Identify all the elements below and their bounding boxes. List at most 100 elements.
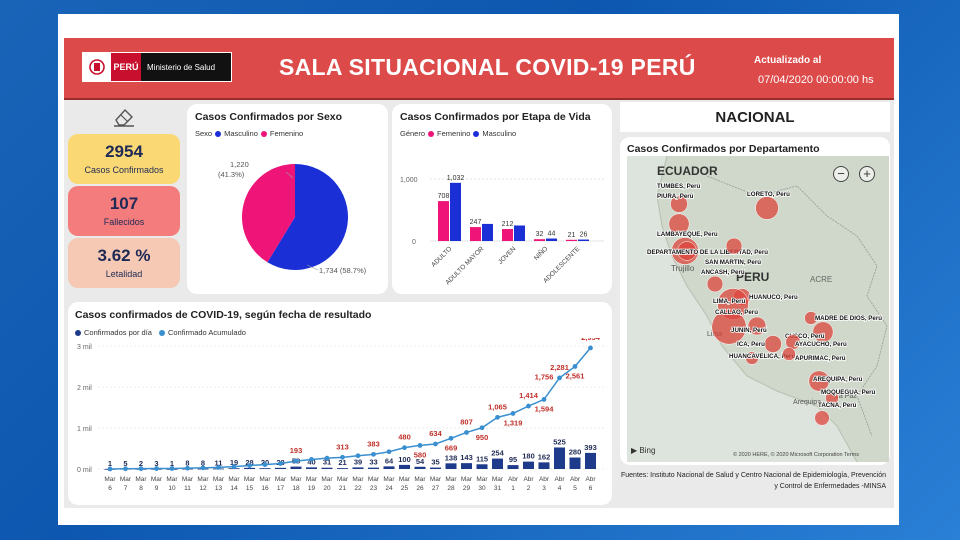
cumulative-point[interactable] (138, 466, 144, 472)
x-tick-month: Mar (492, 476, 504, 483)
daily-bar[interactable] (507, 465, 519, 469)
department-bubble[interactable] (814, 410, 830, 426)
daily-bar[interactable] (306, 467, 317, 469)
cumulative-point[interactable] (386, 449, 392, 455)
cumulative-point[interactable] (479, 425, 485, 431)
daily-bar[interactable] (569, 457, 581, 469)
age-bar-femenino[interactable] (534, 239, 545, 241)
age-bar-masculino[interactable] (514, 225, 525, 242)
daily-bar[interactable] (585, 452, 596, 469)
pie-slice-masculino[interactable] (267, 164, 348, 270)
age-bar-femenino[interactable] (566, 239, 577, 241)
department-bubble[interactable] (677, 241, 697, 261)
cumulative-point[interactable] (402, 445, 407, 451)
cumulative-point[interactable] (154, 466, 159, 471)
kpi-confirmed-cases[interactable]: 2954 Casos Confirmados (68, 134, 180, 184)
sex-legend-femenino[interactable]: Femenino (269, 129, 304, 138)
cumulative-point[interactable] (247, 463, 252, 468)
department-bubble[interactable] (747, 316, 767, 336)
department-bubble[interactable] (812, 321, 834, 343)
cumulative-point[interactable] (309, 457, 314, 462)
cumulative-point[interactable] (278, 461, 283, 466)
cumulative-point[interactable] (324, 455, 330, 461)
age-legend-masculino[interactable]: Masculino (482, 129, 517, 138)
x-tick-day: 17 (277, 485, 285, 492)
age-bar-masculino[interactable] (450, 182, 461, 241)
cumulative-point[interactable] (510, 411, 516, 416)
age-bar-femenino[interactable] (438, 201, 449, 241)
cumulative-point[interactable] (464, 430, 469, 435)
department-bubble[interactable] (804, 311, 818, 325)
zoom-out-button[interactable]: − (833, 166, 849, 182)
department-bubble[interactable] (825, 391, 839, 405)
cumulative-point[interactable] (588, 345, 593, 351)
sex-legend-masculino[interactable]: Masculino (224, 129, 258, 138)
cumulative-point[interactable] (417, 443, 423, 448)
cumulative-point[interactable] (433, 441, 438, 447)
daily-bar[interactable] (492, 458, 503, 469)
daily-bar[interactable] (399, 464, 410, 469)
cumulative-point[interactable] (216, 465, 221, 470)
age-bar-masculino[interactable] (546, 238, 557, 241)
cumulative-point[interactable] (572, 364, 578, 369)
cumulative-point[interactable] (262, 462, 268, 468)
daily-bar[interactable] (337, 468, 348, 469)
cumulative-point[interactable] (340, 454, 345, 460)
cumulative-point[interactable] (448, 435, 454, 441)
age-bar-femenino[interactable] (470, 227, 481, 241)
daily-bar[interactable] (368, 467, 379, 469)
cumulative-point[interactable] (107, 466, 113, 472)
kpi-lethality[interactable]: 3.62 % Letalidad (68, 238, 180, 288)
age-bar-masculino[interactable] (578, 239, 589, 241)
department-bubble[interactable] (755, 196, 779, 220)
daily-bar-label: 143 (460, 453, 473, 462)
cumulative-point[interactable] (541, 397, 547, 402)
daily-bar[interactable] (523, 461, 534, 469)
cumulative-point[interactable] (200, 465, 206, 471)
cumulative-point[interactable] (185, 465, 190, 471)
department-map[interactable]: ECUADOR PERU ACRE Trujillo Lima Arequipa… (627, 156, 889, 462)
department-bubble[interactable] (808, 370, 830, 392)
department-bubble[interactable] (725, 237, 743, 255)
cumulative-point[interactable] (526, 403, 531, 409)
daily-bar[interactable] (461, 463, 472, 469)
daily-bar[interactable] (476, 464, 488, 469)
cumulative-point[interactable] (557, 375, 562, 381)
department-bubble[interactable] (782, 347, 796, 361)
kpi-deaths[interactable]: 107 Fallecidos (68, 186, 180, 236)
cumulative-point[interactable] (169, 466, 175, 471)
department-bubble[interactable] (706, 275, 724, 293)
cumulative-point[interactable] (355, 453, 361, 459)
timeline-legend-cumulative[interactable]: Confirmado Acumulado (167, 328, 246, 337)
cumulative-point[interactable] (371, 451, 376, 457)
age-bar-masculino[interactable] (482, 223, 493, 241)
cumulative-point[interactable] (495, 414, 500, 420)
pie-slice-femenino[interactable] (241, 164, 295, 263)
cumulative-label: 669 (445, 443, 458, 452)
daily-bar[interactable] (430, 467, 441, 469)
daily-bar[interactable] (554, 447, 565, 469)
daily-bar[interactable] (538, 462, 550, 469)
cumulative-point[interactable] (123, 466, 128, 472)
daily-bar[interactable] (244, 467, 255, 469)
daily-bar[interactable] (290, 466, 302, 469)
department-bubble[interactable] (668, 213, 690, 235)
department-bubble[interactable] (670, 195, 688, 213)
department-bubble[interactable] (764, 335, 782, 353)
eraser-icon[interactable] (110, 106, 138, 128)
daily-bar[interactable] (383, 466, 395, 469)
daily-bar[interactable] (259, 468, 271, 469)
cumulative-point[interactable] (231, 464, 237, 470)
zoom-in-button[interactable]: + (859, 166, 875, 182)
age-legend-femenino[interactable]: Femenino (437, 129, 471, 138)
daily-bar[interactable] (445, 463, 457, 469)
daily-bar[interactable] (352, 467, 364, 469)
daily-bar[interactable] (275, 467, 286, 469)
department-bubble[interactable] (745, 351, 759, 365)
daily-bar[interactable] (321, 467, 333, 469)
timeline-legend-daily[interactable]: Confirmados por día (84, 328, 152, 337)
cumulative-point[interactable] (293, 458, 299, 464)
department-bubble[interactable] (711, 309, 747, 345)
daily-bar[interactable] (414, 466, 426, 469)
age-bar-femenino[interactable] (502, 229, 513, 241)
